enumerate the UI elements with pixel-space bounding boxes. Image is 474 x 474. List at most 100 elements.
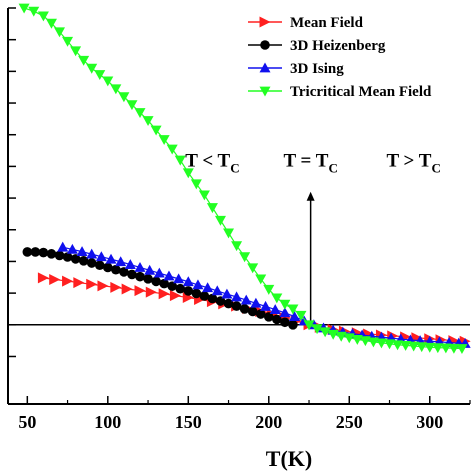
data-point	[153, 267, 165, 278]
data-point	[199, 291, 210, 301]
data-point	[303, 320, 315, 331]
data-point	[272, 314, 282, 325]
data-point	[158, 288, 170, 300]
legend-label: Mean Field	[290, 15, 364, 31]
data-point	[121, 283, 133, 295]
legend-item: 3D Heizenberg	[248, 38, 386, 54]
data-point	[319, 327, 331, 338]
series-tricritical-mean-field	[18, 3, 468, 355]
data-point	[124, 259, 136, 270]
data-point	[239, 252, 251, 263]
data-point	[335, 331, 347, 342]
data-point	[54, 250, 65, 261]
data-point	[183, 286, 194, 296]
data-point	[103, 262, 113, 273]
data-point	[202, 282, 214, 293]
data-point	[166, 144, 178, 155]
data-point	[247, 263, 259, 274]
data-point	[440, 343, 452, 354]
legend-item: Mean Field	[248, 15, 364, 31]
data-point	[221, 288, 233, 299]
data-point	[211, 285, 223, 296]
data-point	[206, 203, 218, 214]
data-point	[28, 6, 40, 17]
data-point	[190, 179, 202, 190]
data-point	[94, 260, 105, 271]
data-point	[134, 285, 146, 297]
data-point	[231, 291, 243, 302]
data-point	[279, 307, 291, 318]
data-point	[37, 272, 49, 284]
data-point	[76, 246, 88, 257]
data-point	[255, 274, 267, 285]
data-point	[448, 343, 460, 354]
data-point	[97, 280, 109, 292]
legend-marker-icon	[259, 62, 271, 73]
data-point	[46, 249, 57, 259]
data-point	[102, 76, 114, 87]
data-point	[351, 334, 363, 345]
legend-label: 3D Ising	[290, 61, 344, 77]
data-point	[135, 271, 145, 282]
data-point	[110, 84, 122, 95]
data-point	[231, 301, 242, 311]
data-point	[167, 281, 177, 291]
data-point	[260, 300, 272, 311]
data-point	[215, 296, 226, 306]
data-point	[359, 336, 371, 347]
data-point	[343, 333, 355, 344]
data-point	[150, 125, 162, 136]
data-point	[263, 284, 275, 295]
x-tick-label: 50	[18, 412, 36, 432]
data-point	[311, 324, 323, 335]
data-point	[143, 274, 153, 284]
data-point	[145, 286, 157, 298]
data-point	[37, 11, 49, 22]
data-point	[54, 27, 66, 38]
data-point	[269, 304, 281, 314]
data-point	[126, 100, 138, 111]
data-point	[144, 264, 156, 275]
annotation-layer: T < TC T = TC T > TC	[185, 150, 441, 175]
data-point	[111, 264, 121, 275]
data-point	[416, 342, 428, 353]
data-point	[94, 70, 106, 81]
data-point	[271, 293, 283, 304]
data-point	[115, 256, 127, 267]
data-point	[70, 254, 81, 264]
x-tick-label: 300	[416, 412, 443, 432]
data-point	[239, 304, 250, 314]
data-point	[86, 278, 98, 290]
x-axis-title: T(K)	[266, 446, 312, 471]
data-point	[191, 288, 202, 299]
data-point	[18, 3, 30, 14]
series-3d-heizenberg	[22, 247, 298, 330]
data-point	[255, 309, 266, 319]
data-point	[78, 256, 89, 266]
data-point	[62, 252, 73, 262]
data-point	[384, 339, 396, 350]
data-point	[432, 343, 444, 354]
data-point	[119, 267, 129, 277]
data-point	[207, 293, 218, 304]
data-point	[142, 116, 154, 126]
legend-marker-icon	[259, 86, 271, 97]
legend-label: Tricritical Mean Field	[290, 84, 432, 100]
data-point	[70, 46, 82, 57]
x-tick-label: 200	[255, 412, 282, 432]
data-point	[22, 247, 33, 257]
data-point	[66, 243, 78, 254]
axis-layer: 50 100 150 200 250 300	[7, 7, 471, 432]
data-point	[424, 342, 436, 353]
data-point	[62, 36, 74, 47]
data-point	[86, 63, 98, 74]
data-point	[134, 261, 146, 272]
region-label: T > TC	[386, 150, 440, 175]
data-point	[279, 299, 291, 310]
data-point	[289, 311, 301, 321]
data-point	[105, 253, 117, 264]
data-point	[280, 317, 290, 328]
region-label: T < TC	[185, 150, 239, 175]
legend-item: Tricritical Mean Field	[248, 84, 432, 100]
